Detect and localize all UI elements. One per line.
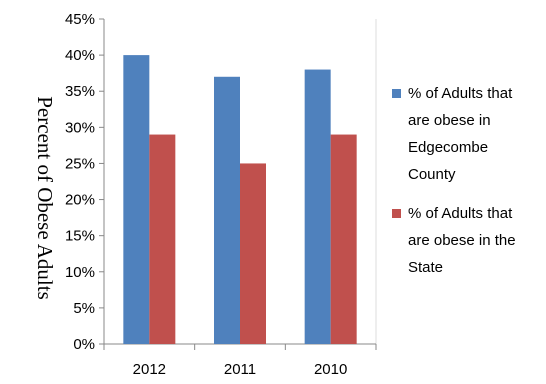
x-tick-label: 2010 — [314, 361, 347, 378]
bar-county-2010 — [304, 69, 331, 345]
y-tick-label: 15% — [65, 228, 95, 245]
y-tick-label: 40% — [65, 47, 95, 64]
bar-county-2011 — [214, 76, 240, 345]
y-tick-label: 10% — [65, 264, 95, 281]
y-tick-label: 25% — [65, 155, 95, 172]
y-tick-label: 5% — [73, 300, 95, 317]
legend-label-line: % of Adults that — [408, 205, 513, 222]
bar-state-2012 — [149, 134, 176, 344]
y-tick-label: 45% — [65, 11, 95, 28]
y-tick-label: 30% — [65, 119, 95, 136]
y-axis-title: Percent of Obese Adults — [33, 96, 57, 300]
legend-label-line: are obese in the — [408, 232, 516, 249]
bar-state-2011 — [240, 163, 266, 344]
plot-area: 0% 5% 10% 15% 20% 25% 30% 35% 40% 45% 2012 2011 2010 — [65, 11, 377, 378]
legend-label-line: % of Adults that — [408, 85, 513, 102]
legend-swatch-county — [392, 89, 401, 98]
legend: % of Adults that are obese in Edgecombe Cou… — [392, 85, 516, 276]
y-axis-title-group: Percent of Obese Adults — [33, 96, 57, 300]
y-tick-label: 35% — [65, 83, 95, 100]
bar-county-2012 — [123, 55, 150, 344]
legend-label-line: are obese in — [408, 112, 491, 129]
legend-label-line: State — [408, 259, 443, 276]
y-tick-label: 20% — [65, 192, 95, 209]
legend-label-line: Edgecombe — [408, 139, 488, 156]
bar-state-2010 — [330, 134, 357, 344]
legend-label-line: County — [408, 166, 456, 183]
y-tick-label: 0% — [73, 336, 95, 353]
legend-swatch-state — [392, 209, 401, 218]
x-tick-label: 2012 — [133, 361, 166, 378]
x-tick-label: 2011 — [224, 361, 256, 378]
